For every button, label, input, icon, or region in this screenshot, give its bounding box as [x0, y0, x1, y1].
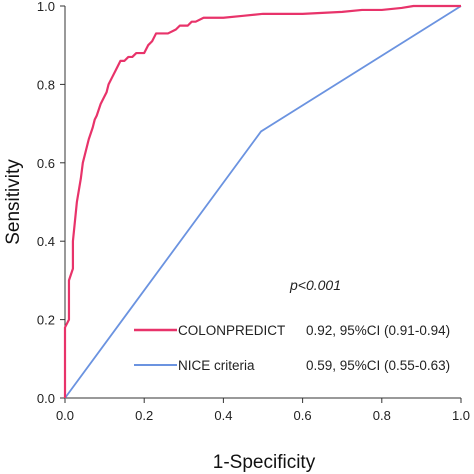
series-line-nice: [64, 5, 462, 399]
legend-stat-nice: 0.59, 95%CI (0.55-0.63): [306, 358, 450, 373]
x-tick-label: 0.2: [135, 408, 153, 423]
y-tick-label: 0.6: [37, 156, 55, 171]
y-tick-label: 0.2: [37, 313, 55, 328]
x-ticks: 0.0 0.2 0.4 0.6 0.8 1.0: [56, 398, 470, 423]
series-lines: [63, 4, 462, 399]
p-value-annotation: p<0.001: [289, 277, 341, 293]
y-axis-title: Sensitivity: [3, 159, 24, 245]
legend: COLONPREDICT 0.92, 95%CI (0.91-0.94) NIC…: [134, 323, 450, 373]
y-ticks: 0.0 0.2 0.4 0.6 0.8 1.0: [37, 0, 65, 406]
x-tick-label: 0.6: [294, 408, 312, 423]
legend-item-nice: NICE criteria 0.59, 95%CI (0.55-0.63): [134, 358, 450, 373]
y-tick-label: 0.4: [37, 234, 55, 249]
plot-area: [64, 6, 461, 399]
y-tick-label: 1.0: [37, 0, 55, 14]
x-axis-title: 1-Specificity: [213, 452, 316, 473]
x-tick-label: 1.0: [452, 408, 470, 423]
series-line-colonpredict: [63, 4, 461, 398]
x-tick-label: 0.4: [214, 408, 232, 423]
y-tick-label: 0.0: [37, 391, 55, 406]
legend-item-colonpredict: COLONPREDICT 0.92, 95%CI (0.91-0.94): [134, 323, 450, 338]
x-tick-label: 0.8: [373, 408, 391, 423]
x-tick-label: 0.0: [56, 408, 74, 423]
y-tick-label: 0.8: [37, 77, 55, 92]
legend-label-nice: NICE criteria: [178, 358, 255, 373]
legend-stat-colonpredict: 0.92, 95%CI (0.91-0.94): [306, 323, 450, 338]
legend-label-colonpredict: COLONPREDICT: [178, 323, 285, 338]
